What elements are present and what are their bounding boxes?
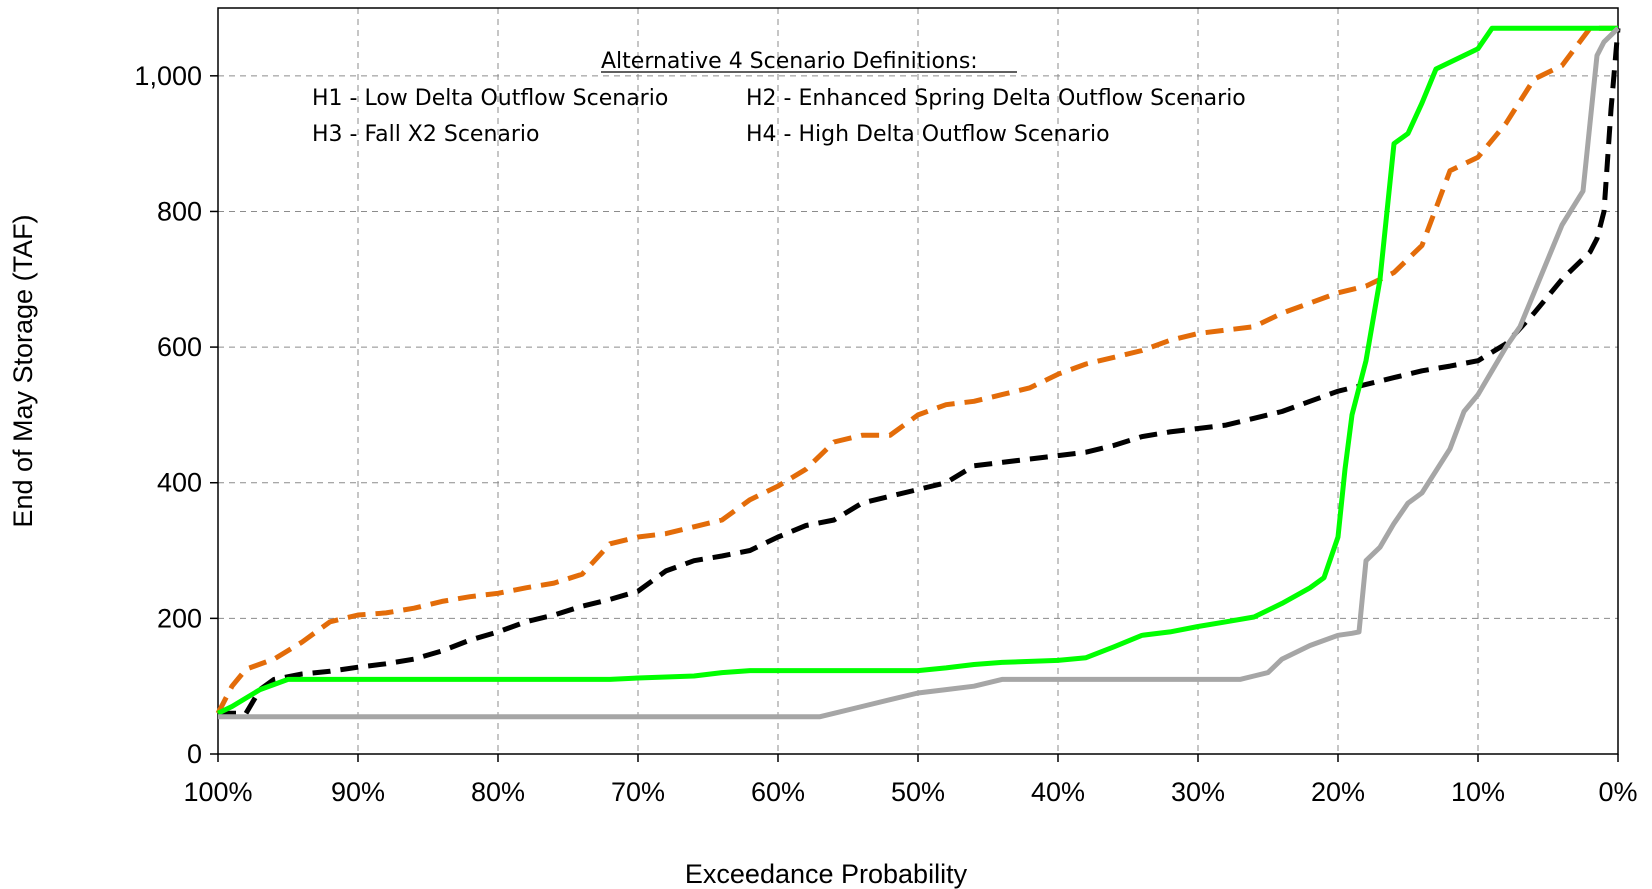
x-tick-label: 30%	[1171, 777, 1225, 807]
series-line-3	[216, 25, 1618, 716]
note-heading: Alternative 4 Scenario Definitions:	[601, 49, 978, 74]
x-axis-title: Exceedance Probability	[685, 859, 968, 889]
grid-lines	[218, 8, 1618, 754]
series-line-2	[218, 28, 1621, 716]
x-tick-label: 100%	[183, 777, 252, 807]
y-tick-label: 600	[157, 332, 202, 362]
x-tick-label: 10%	[1451, 777, 1505, 807]
y-tick-label: 0	[187, 739, 202, 769]
y-tick-label: 200	[157, 603, 202, 633]
x-tick-label: 20%	[1311, 777, 1365, 807]
y-tick-label: 800	[157, 196, 202, 226]
y-tick-label: 400	[157, 468, 202, 498]
x-tick-label: 80%	[471, 777, 525, 807]
x-tick-label: 90%	[331, 777, 385, 807]
x-axis-ticks: 100% 90% 80% 70% 60% 50% 40% 30% 20% 10% 0%	[183, 754, 1638, 807]
y-axis-ticks: 0 200 400 600 800 1,000	[134, 61, 218, 769]
y-tick-label: 1,000	[134, 61, 202, 91]
series-line-4	[218, 26, 1620, 720]
x-tick-label: 40%	[1031, 777, 1085, 807]
note-h4: H4 - High Delta Outflow Scenario	[746, 122, 1110, 147]
x-tick-label: 60%	[751, 777, 805, 807]
scenario-definitions-note: Alternative 4 Scenario Definitions: H1 -…	[312, 49, 1246, 147]
x-tick-label: 0%	[1598, 777, 1637, 807]
x-tick-label: 70%	[611, 777, 665, 807]
y-axis-title: End of May Storage (TAF)	[8, 214, 38, 527]
note-h1: H1 - Low Delta Outflow Scenario	[312, 86, 668, 111]
note-h3: H3 - Fall X2 Scenario	[312, 122, 540, 147]
series-layer	[215, 25, 1621, 720]
x-tick-label: 50%	[891, 777, 945, 807]
note-h2: H2 - Enhanced Spring Delta Outflow Scena…	[746, 86, 1246, 111]
